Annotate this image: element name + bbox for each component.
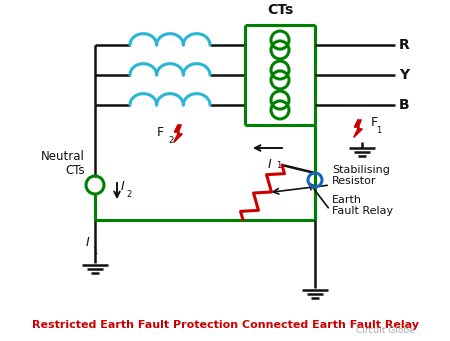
Text: Neutral: Neutral xyxy=(41,150,85,163)
Text: 1: 1 xyxy=(276,161,281,170)
Text: 2: 2 xyxy=(126,190,131,199)
Text: 1: 1 xyxy=(376,126,381,135)
Text: Stabilising: Stabilising xyxy=(332,165,390,175)
Text: Earth: Earth xyxy=(332,195,362,205)
Text: F: F xyxy=(157,125,164,138)
Text: F: F xyxy=(371,116,378,129)
Text: Restricted Earth Fault Protection Connected Earth Fault Relay: Restricted Earth Fault Protection Connec… xyxy=(32,320,419,330)
Text: I: I xyxy=(85,237,89,250)
Polygon shape xyxy=(354,120,362,137)
Text: 1: 1 xyxy=(92,247,97,256)
Text: 2: 2 xyxy=(168,136,173,145)
Text: I: I xyxy=(268,158,272,171)
Text: Fault Relay: Fault Relay xyxy=(332,206,393,216)
Text: I: I xyxy=(121,179,125,193)
Text: Y: Y xyxy=(399,68,409,82)
Text: CTs: CTs xyxy=(267,3,293,17)
Text: CTs: CTs xyxy=(65,163,85,177)
Text: Resistor: Resistor xyxy=(332,176,377,186)
Text: Circuit Globe: Circuit Globe xyxy=(356,326,415,335)
Text: R: R xyxy=(399,38,410,52)
Text: B: B xyxy=(399,98,410,112)
Polygon shape xyxy=(174,125,182,142)
